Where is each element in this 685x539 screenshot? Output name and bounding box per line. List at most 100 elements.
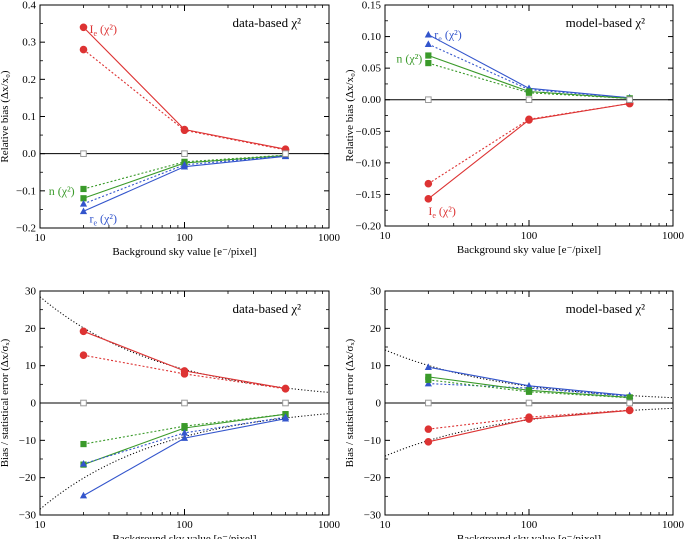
- x-tick-label: 100: [521, 519, 538, 531]
- data-point: [281, 385, 290, 393]
- data-point: [79, 460, 88, 467]
- series-annotation: Ie (χ²): [428, 204, 455, 220]
- panel-bottom-left: −30 −20 −10 0 10 20 30 10 100 1000 Background sky …: [0, 286, 341, 539]
- data-point: [180, 370, 189, 378]
- data-point: [424, 363, 432, 370]
- y-tick-label: 20: [370, 323, 382, 335]
- data-point: [424, 179, 433, 188]
- data-point: [79, 207, 88, 215]
- x-axis-label: Background sky value [e⁻/pixel]: [457, 533, 601, 539]
- x-tick-label: 100: [521, 230, 538, 242]
- data-point: [79, 351, 88, 360]
- data-point: [424, 40, 432, 47]
- panel-top-right: −0.20 −0.15 −0.10 −0.05 0.00 0.05 0.10 0.15 10 10…: [344, 0, 685, 256]
- data-point: [525, 399, 533, 407]
- y-tick-label: 0: [376, 398, 382, 410]
- data-point: [80, 150, 87, 157]
- y-tick-label: 0.0: [22, 148, 36, 160]
- x-tick-label: 10: [35, 232, 47, 244]
- data-point: [181, 423, 188, 430]
- y-tick-label: 0: [31, 398, 37, 410]
- data-point: [79, 23, 88, 32]
- data-point: [424, 425, 433, 433]
- data-point: [281, 413, 290, 420]
- data-point: [282, 150, 289, 157]
- y-tick-label: −20: [19, 472, 37, 484]
- data-point: [180, 161, 189, 168]
- panel-title: model-based χ²: [566, 15, 645, 30]
- y-tick-label: 0.3: [22, 37, 36, 49]
- y-tick-label: −0.15: [356, 189, 382, 201]
- y-tick-label: 0.00: [362, 94, 382, 106]
- panel-top-left: −0.2 −0.1 0.0 0.1 0.2 0.3 0.4 10 100 1000 Backgrou…: [0, 0, 341, 258]
- x-axis-label: Background sky value [e⁻/pixel]: [112, 246, 256, 258]
- series-annotation: n (χ²): [396, 52, 422, 66]
- data-point: [525, 89, 533, 96]
- y-tick-label: 0.05: [362, 63, 382, 75]
- x-tick-label: 10: [380, 519, 392, 531]
- data-point: [525, 115, 533, 124]
- series-line-r-e-dotted: [428, 43, 630, 99]
- data-point: [181, 150, 188, 157]
- y-tick-label: 20: [25, 323, 37, 335]
- y-tick-label: 10: [370, 360, 382, 372]
- y-tick-label: −0.1: [16, 185, 36, 197]
- series-line-i-e: [83, 330, 286, 389]
- x-tick-label: 1000: [318, 232, 341, 244]
- y-axis-label: Bias / statistical error (Δx/σₓ): [0, 338, 11, 467]
- y-axis-label: Bias / statistical error (Δx/σₓ): [344, 338, 356, 467]
- panel-title: data-based χ²: [233, 301, 302, 316]
- data-point: [80, 185, 87, 193]
- y-tick-label: −0.05: [356, 126, 382, 138]
- data-point: [425, 52, 432, 59]
- data-point: [79, 45, 88, 54]
- data-point: [80, 195, 87, 202]
- y-tick-label: 0.10: [362, 31, 382, 43]
- data-point: [425, 399, 432, 407]
- x-tick-label: 100: [176, 519, 193, 531]
- data-point: [424, 438, 433, 446]
- y-tick-label: −0.2: [16, 223, 36, 235]
- data-point: [180, 126, 189, 135]
- data-point: [79, 327, 88, 336]
- data-point: [626, 96, 633, 104]
- x-tick-label: 1000: [662, 230, 685, 242]
- x-tick-label: 10: [35, 519, 47, 531]
- panel-bottom-right: −30 −20 −10 0 10 20 30 10 100 1000 Background sky …: [344, 286, 685, 539]
- x-tick-label: 10: [380, 230, 392, 242]
- y-tick-label: 30: [25, 286, 37, 298]
- y-tick-label: 0.4: [22, 0, 36, 12]
- y-tick-label: 0.15: [362, 0, 382, 12]
- data-point: [626, 394, 633, 401]
- y-tick-label: −0.10: [356, 157, 382, 169]
- data-point: [79, 200, 88, 207]
- panel-title: data-based χ²: [233, 15, 302, 30]
- panel-title: model-based χ²: [566, 301, 645, 316]
- y-tick-label: −10: [19, 435, 37, 447]
- data-point: [181, 399, 188, 407]
- data-point: [425, 96, 432, 104]
- y-tick-label: 0.2: [22, 74, 36, 86]
- data-point: [626, 399, 633, 407]
- series-annotation: re (χ²): [89, 212, 116, 228]
- data-point: [180, 434, 189, 441]
- y-tick-label: −30: [19, 510, 37, 522]
- data-point: [79, 491, 88, 499]
- data-point: [80, 399, 87, 407]
- y-tick-label: −30: [364, 510, 382, 522]
- data-point: [180, 429, 189, 436]
- data-point: [282, 399, 289, 407]
- y-tick-label: −10: [364, 435, 382, 447]
- series-line-i-e-dotted: [83, 49, 286, 151]
- data-point: [80, 440, 87, 448]
- x-tick-label: 1000: [318, 519, 341, 531]
- plot-frame: [39, 4, 330, 229]
- series-annotation: re (χ²): [434, 28, 461, 44]
- x-tick-label: 100: [176, 232, 193, 244]
- y-tick-label: −20: [364, 472, 382, 484]
- series-annotation: Ie (χ²): [89, 22, 116, 38]
- y-axis-label: Relative bias (Δx/x₀): [344, 69, 356, 161]
- data-point: [525, 96, 533, 104]
- y-tick-label: 30: [370, 286, 382, 298]
- y-tick-label: 10: [25, 360, 37, 372]
